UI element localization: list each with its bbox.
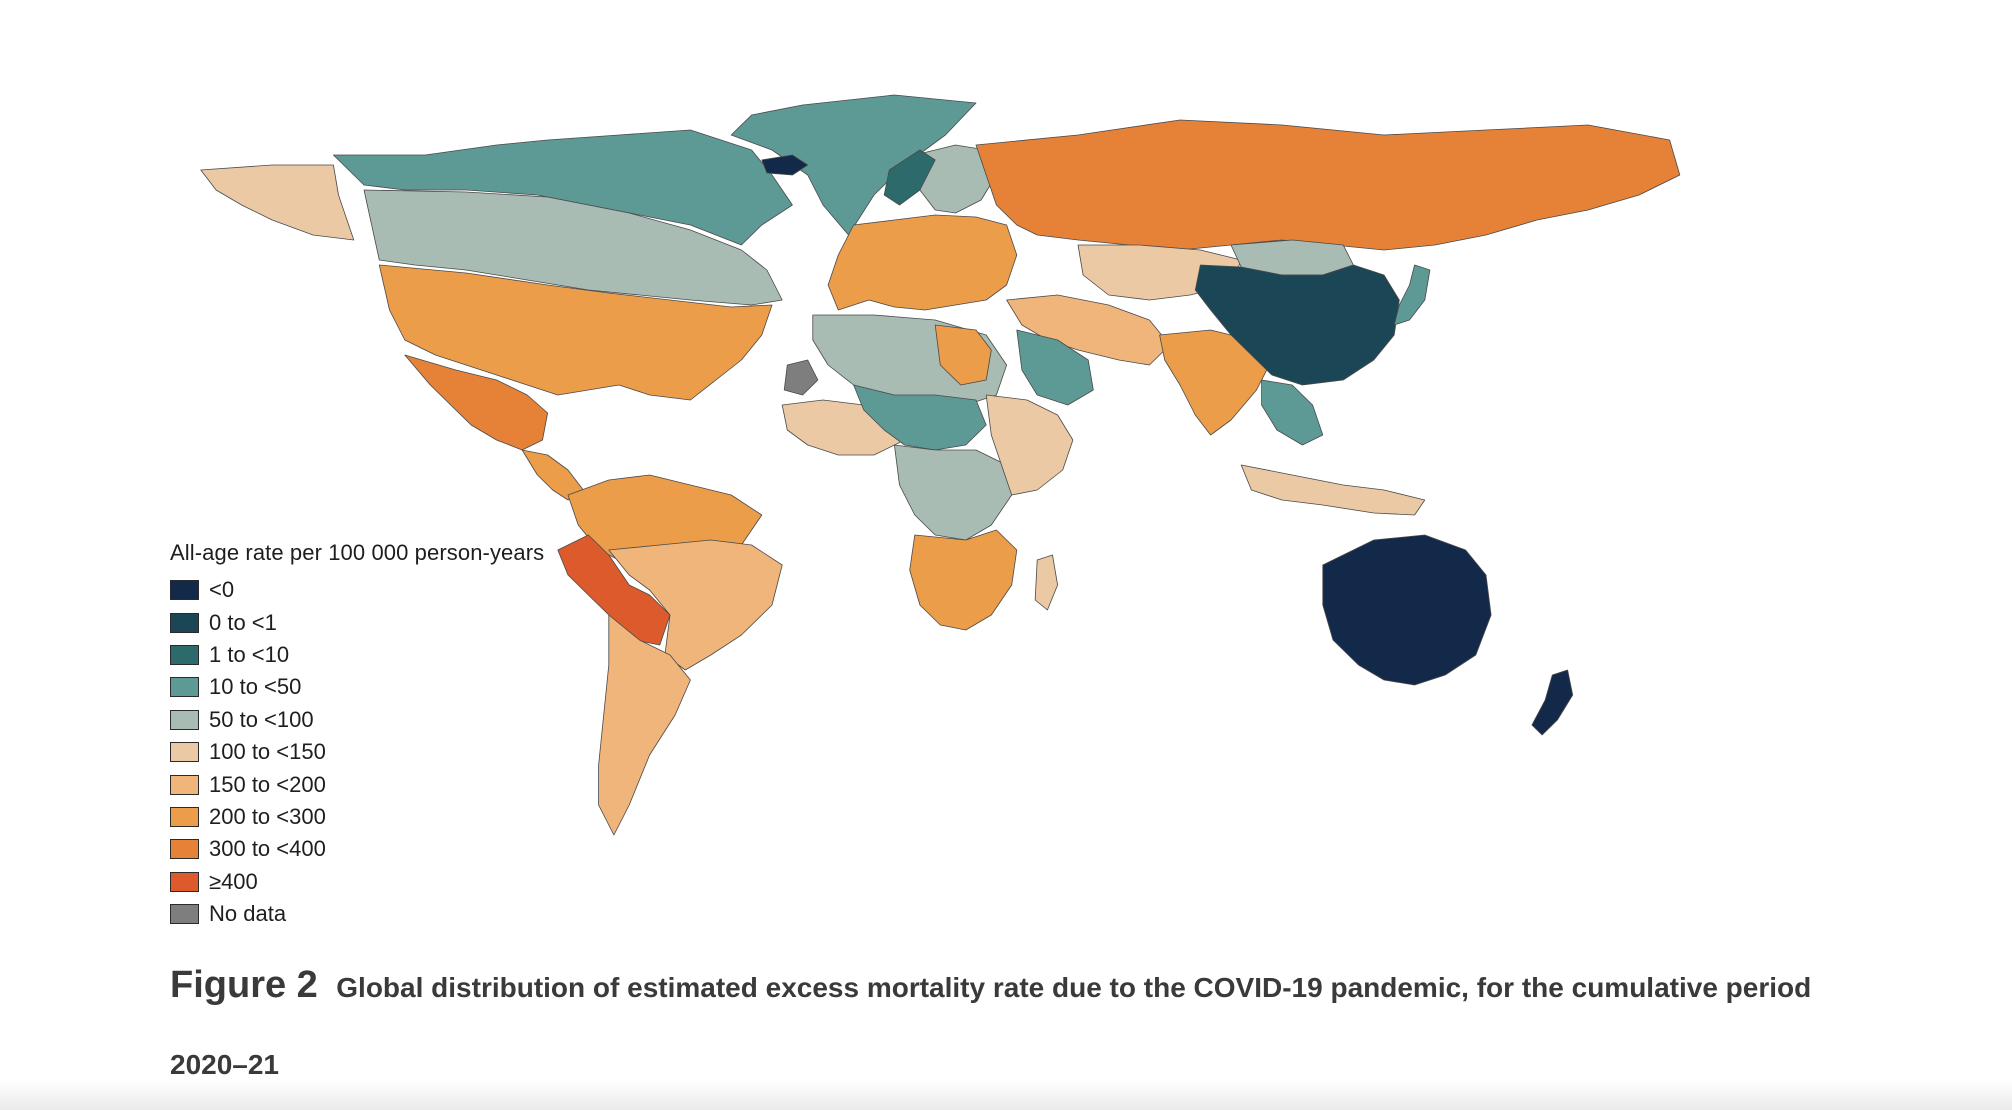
caption-line-2: 2020–21 — [170, 1049, 280, 1080]
legend-label: 150 to <200 — [209, 771, 326, 797]
legend-label: 10 to <50 — [209, 674, 302, 700]
legend-swatch — [170, 677, 199, 698]
region-peru-bolivia — [557, 534, 671, 646]
region-indonesia — [1240, 464, 1426, 516]
legend-swatch — [170, 612, 199, 633]
legend-item: 1 to <10 — [170, 639, 630, 671]
legend-label: 300 to <400 — [209, 836, 326, 862]
region-central-africa — [893, 444, 1013, 541]
region-madagascar — [1034, 554, 1059, 611]
region-europe — [827, 214, 1018, 311]
legend-swatch — [170, 839, 199, 860]
region-russia — [975, 119, 1681, 251]
legend-swatch — [170, 904, 199, 925]
region-middle-east — [1006, 294, 1171, 366]
region-new-zealand — [1531, 669, 1574, 736]
legend-swatch — [170, 774, 199, 795]
caption-text: Global distribution of estimated excess … — [336, 972, 1812, 1003]
region-canada — [332, 129, 793, 246]
legend-swatch — [170, 742, 199, 763]
legend-item: 100 to <150 — [170, 736, 630, 768]
region-usa — [378, 264, 773, 401]
region-south-america-south — [598, 614, 691, 836]
caption-line-1: Figure 2 Global distribution of estimate… — [170, 940, 1811, 1038]
region-western-sahara — [783, 359, 819, 396]
legend-label: ≥400 — [209, 868, 258, 894]
region-saudi-arabia — [1016, 329, 1094, 406]
region-norway — [883, 149, 936, 206]
region-east-africa — [985, 394, 1074, 496]
region-iceland — [761, 154, 809, 176]
world-choropleth-map — [200, 94, 1681, 836]
legend-items: <0 0 to <1 1 to <10 10 to <50 50 to <100… — [170, 574, 630, 930]
region-japan — [1393, 264, 1431, 326]
legend-item: <0 — [170, 574, 630, 606]
legend-label: 100 to <150 — [209, 739, 326, 765]
legend-swatch — [170, 806, 199, 827]
legend-item: 300 to <400 — [170, 833, 630, 865]
caption-figure-number: Figure 2 — [170, 964, 318, 1006]
legend-item: ≥400 — [170, 866, 630, 898]
region-mexico — [404, 354, 549, 451]
region-scandinavia — [914, 144, 997, 214]
legend-label: 1 to <10 — [209, 641, 290, 667]
map-regions — [200, 94, 1681, 836]
bottom-shadow — [0, 1080, 2012, 1110]
legend-item: 50 to <100 — [170, 704, 630, 736]
region-southern-africa — [909, 529, 1018, 631]
region-libya — [934, 324, 992, 386]
legend-label: 200 to <300 — [209, 803, 326, 829]
region-australia — [1322, 534, 1492, 686]
region-southeast-asia — [1261, 379, 1324, 446]
legend-item: 200 to <300 — [170, 801, 630, 833]
legend-title: All-age rate per 100 000 person-years — [170, 540, 545, 565]
legend-label: 0 to <1 — [209, 609, 277, 635]
legend-item: No data — [170, 898, 630, 930]
region-brazil — [608, 539, 783, 671]
legend: All-age rate per 100 000 person-years <0… — [170, 540, 630, 930]
legend-swatch — [170, 709, 199, 730]
legend-item: 0 to <1 — [170, 606, 630, 638]
legend-swatch — [170, 871, 199, 892]
region-china — [1194, 264, 1400, 386]
legend-item: 10 to <50 — [170, 671, 630, 703]
legend-label: 50 to <100 — [209, 706, 314, 732]
legend-swatch — [170, 580, 199, 601]
legend-swatch — [170, 644, 199, 665]
legend-label: No data — [209, 901, 287, 927]
legend-item: 150 to <200 — [170, 768, 630, 800]
region-sahel — [853, 384, 987, 451]
region-canada-south — [363, 189, 783, 306]
legend-label: <0 — [209, 577, 235, 603]
region-alaska — [200, 164, 355, 241]
